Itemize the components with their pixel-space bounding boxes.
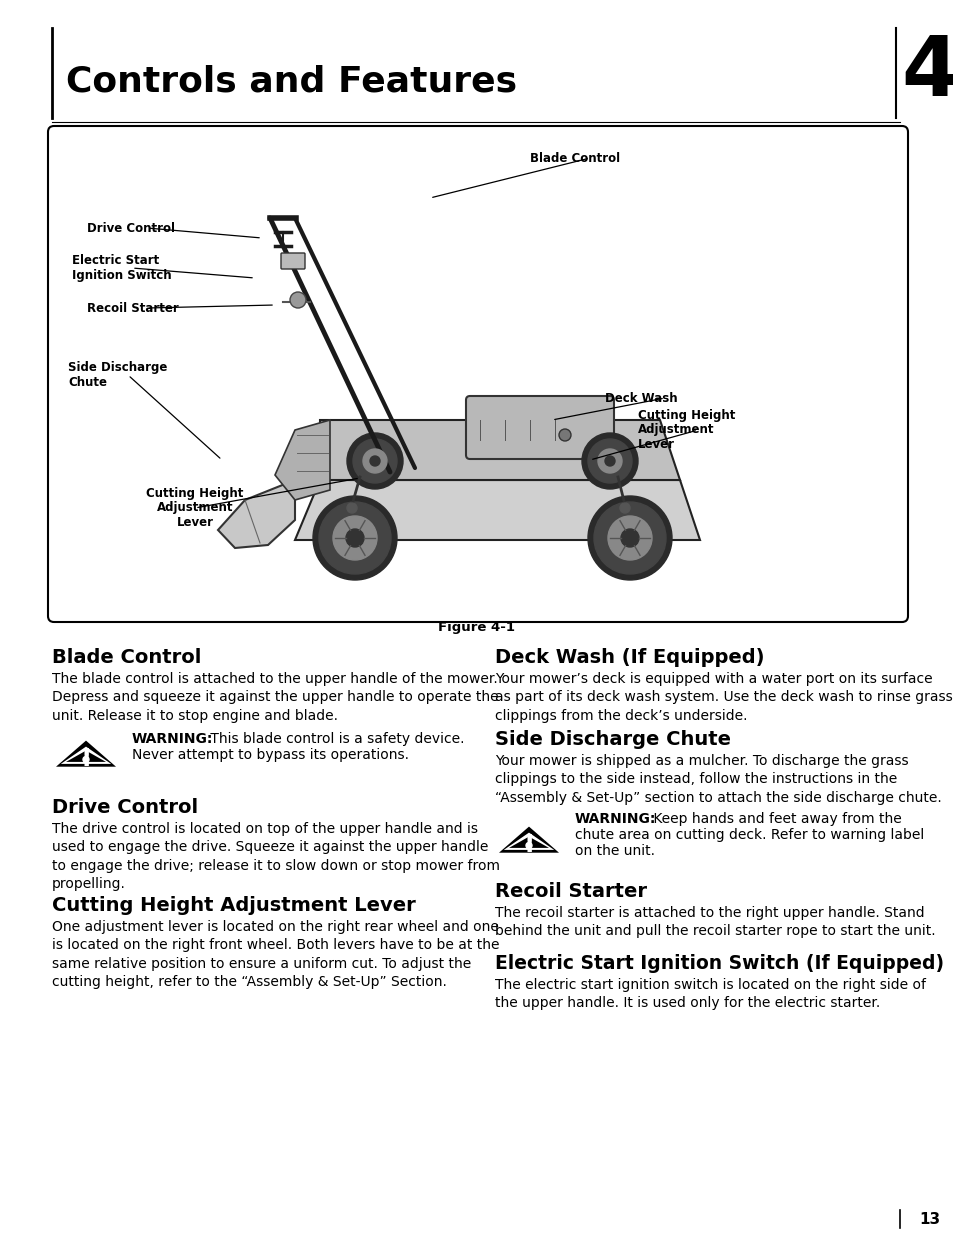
Text: The recoil starter is attached to the right upper handle. Stand
behind the unit : The recoil starter is attached to the ri… <box>495 906 935 939</box>
FancyBboxPatch shape <box>48 126 907 622</box>
Circle shape <box>620 529 639 547</box>
Text: Your mower’s deck is equipped with a water port on its surface
as part of its de: Your mower’s deck is equipped with a wat… <box>495 672 952 722</box>
Text: Side Discharge Chute: Side Discharge Chute <box>495 730 730 748</box>
Text: Your mower is shipped as a mulcher. To discharge the grass
clippings to the side: Your mower is shipped as a mulcher. To d… <box>495 755 941 805</box>
Circle shape <box>581 433 638 489</box>
Text: Cutting Height Adjustment Lever: Cutting Height Adjustment Lever <box>52 897 416 915</box>
Circle shape <box>598 450 621 473</box>
Text: !: ! <box>523 832 534 857</box>
Circle shape <box>333 516 376 559</box>
Circle shape <box>370 456 379 466</box>
Text: The drive control is located on top of the upper handle and is
used to engage th: The drive control is located on top of t… <box>52 823 499 892</box>
FancyBboxPatch shape <box>465 396 614 459</box>
Circle shape <box>558 429 571 441</box>
Circle shape <box>607 516 651 559</box>
Text: Electric Start
Ignition Switch: Electric Start Ignition Switch <box>71 254 172 282</box>
Text: Drive Control: Drive Control <box>87 221 174 235</box>
Text: on the unit.: on the unit. <box>575 844 655 858</box>
Circle shape <box>525 842 532 848</box>
Circle shape <box>353 438 396 483</box>
Text: Recoil Starter: Recoil Starter <box>87 301 178 315</box>
Text: The blade control is attached to the upper handle of the mower.
Depress and sque: The blade control is attached to the upp… <box>52 672 498 722</box>
Text: This blade control is a safety device.: This blade control is a safety device. <box>206 732 464 746</box>
Text: Figure 4-1: Figure 4-1 <box>438 620 515 634</box>
Text: Deck Wash (If Equipped): Deck Wash (If Equipped) <box>495 648 763 667</box>
Text: 13: 13 <box>919 1212 940 1226</box>
Polygon shape <box>61 747 112 764</box>
Text: chute area on cutting deck. Refer to warning label: chute area on cutting deck. Refer to war… <box>575 827 923 842</box>
Text: WARNING:: WARNING: <box>575 811 656 826</box>
Text: Side Discharge
Chute: Side Discharge Chute <box>68 361 167 389</box>
Circle shape <box>587 496 671 580</box>
Polygon shape <box>218 480 294 548</box>
Polygon shape <box>498 826 558 852</box>
Text: The electric start ignition switch is located on the right side of
the upper han: The electric start ignition switch is lo… <box>495 978 925 1010</box>
Polygon shape <box>274 420 330 500</box>
Circle shape <box>83 757 89 762</box>
Text: Blade Control: Blade Control <box>52 648 201 667</box>
Circle shape <box>594 501 665 574</box>
Text: One adjustment lever is located on the right rear wheel and one
is located on th: One adjustment lever is located on the r… <box>52 920 499 989</box>
Text: Blade Control: Blade Control <box>530 152 619 164</box>
Polygon shape <box>56 741 116 767</box>
Text: WARNING:: WARNING: <box>132 732 213 746</box>
Text: Deck Wash: Deck Wash <box>604 391 677 405</box>
Text: Drive Control: Drive Control <box>52 798 198 818</box>
Circle shape <box>290 291 306 308</box>
Circle shape <box>347 503 356 513</box>
Text: 4: 4 <box>900 32 953 112</box>
Polygon shape <box>66 751 106 762</box>
Text: Cutting Height
Adjustment
Lever: Cutting Height Adjustment Lever <box>638 409 735 452</box>
Text: Cutting Height
Adjustment
Lever: Cutting Height Adjustment Lever <box>146 487 243 530</box>
Circle shape <box>318 501 391 574</box>
FancyBboxPatch shape <box>281 253 305 269</box>
Text: Keep hands and feet away from the: Keep hands and feet away from the <box>648 811 901 826</box>
Circle shape <box>363 450 387 473</box>
Text: !: ! <box>80 747 91 771</box>
Text: Never attempt to bypass its operations.: Never attempt to bypass its operations. <box>132 748 409 762</box>
Polygon shape <box>509 836 548 848</box>
Circle shape <box>313 496 396 580</box>
Polygon shape <box>503 832 554 850</box>
Polygon shape <box>319 420 679 480</box>
Circle shape <box>604 456 615 466</box>
Circle shape <box>587 438 631 483</box>
Circle shape <box>619 503 629 513</box>
Text: Electric Start Ignition Switch (If Equipped): Electric Start Ignition Switch (If Equip… <box>495 953 943 973</box>
Polygon shape <box>294 480 700 540</box>
Text: Recoil Starter: Recoil Starter <box>495 882 646 902</box>
Circle shape <box>346 529 364 547</box>
Text: Controls and Features: Controls and Features <box>66 65 517 99</box>
Circle shape <box>347 433 402 489</box>
